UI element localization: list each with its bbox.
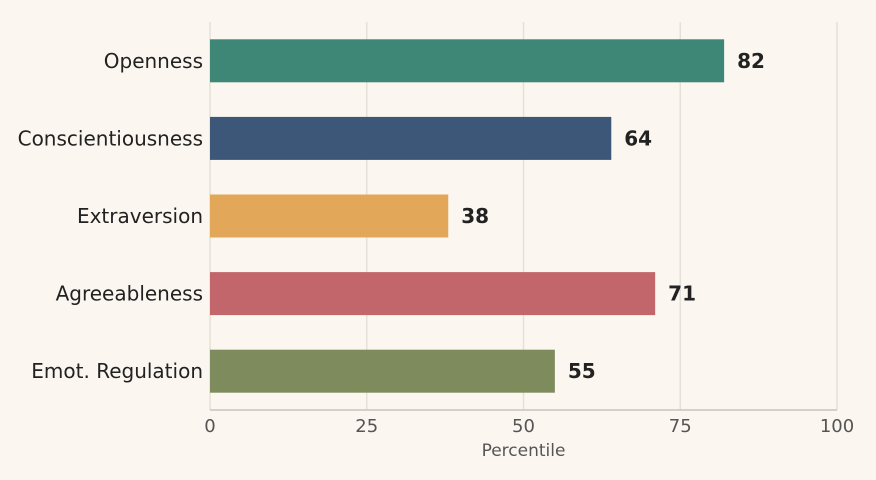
- x-axis: 0 25 50 75 100: [204, 409, 854, 437]
- bars: [210, 39, 725, 393]
- x-tick-label-75: 75: [669, 416, 692, 437]
- bar-openness: [210, 39, 725, 83]
- x-tick-label-25: 25: [355, 416, 378, 437]
- x-tick-label-0: 0: [204, 416, 215, 437]
- value-label-conscientiousness: 64: [624, 126, 652, 150]
- value-label-agreeableness: 71: [668, 282, 696, 306]
- category-label-openness: Openness: [104, 49, 203, 73]
- bar-extraversion: [210, 194, 449, 238]
- category-label-extraversion: Extraversion: [77, 204, 203, 228]
- bar-agreeableness: [210, 272, 656, 316]
- category-label-conscientiousness: Conscientiousness: [18, 126, 203, 150]
- x-tick-label-50: 50: [512, 416, 535, 437]
- value-label-emot-regulation: 55: [568, 359, 596, 383]
- value-label-extraversion: 38: [461, 204, 489, 228]
- category-label-emot-regulation: Emot. Regulation: [31, 359, 203, 383]
- value-label-openness: 82: [737, 49, 765, 73]
- category-label-agreeableness: Agreeableness: [56, 282, 203, 306]
- bar-emot-regulation: [210, 349, 555, 393]
- x-tick-label-100: 100: [820, 416, 854, 437]
- x-axis-title: Percentile: [482, 441, 566, 461]
- bar-conscientiousness: [210, 116, 612, 160]
- labels: Openness 82 Conscientiousness 64 Extraversio…: [18, 49, 765, 383]
